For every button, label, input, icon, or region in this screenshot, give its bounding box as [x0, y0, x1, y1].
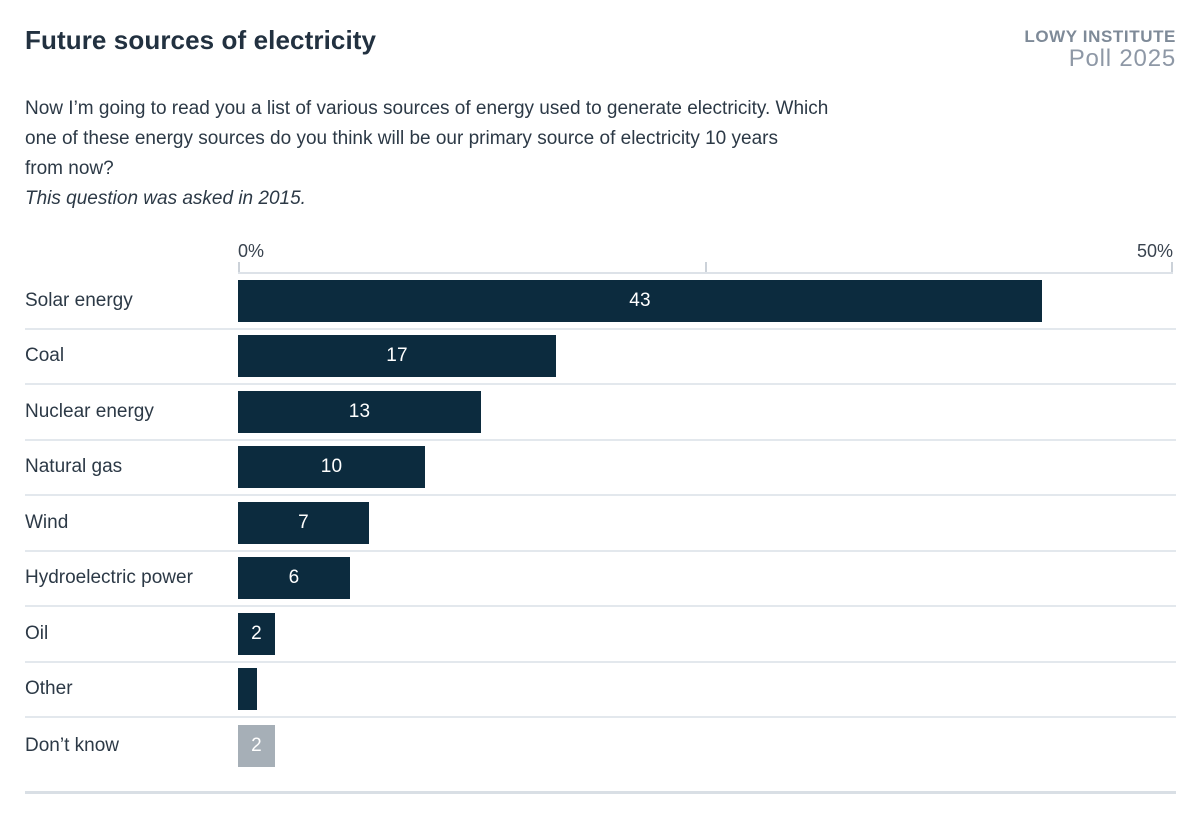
category-label: Other: [25, 678, 73, 700]
bar-wind[interactable]: 7: [238, 501, 369, 544]
lowy-institute-logo: LOWY INSTITUTE Poll 2025: [1024, 28, 1176, 71]
chart-row: Coal 17: [25, 330, 1176, 385]
bar-track: 13: [238, 385, 1176, 439]
bar-value-label: 6: [288, 567, 300, 589]
bar-value-label: 17: [386, 345, 408, 367]
question-note: This question was asked in 2015.: [25, 188, 306, 209]
question-line: one of these energy sources do you think…: [25, 128, 778, 149]
question-line: from now?: [25, 158, 114, 179]
chart-row: Hydroelectric power 6: [25, 552, 1176, 607]
category-label: Don’t know: [25, 734, 119, 756]
axis-label-0: 0%: [238, 241, 265, 261]
category-label: Nuclear energy: [25, 400, 154, 422]
axis-tick: [1171, 262, 1173, 272]
axis-label-50: 50%: [1136, 241, 1173, 261]
category-label: Coal: [25, 345, 65, 367]
brand-name: LOWY INSTITUTE: [1024, 27, 1176, 46]
bar-other[interactable]: [238, 668, 257, 711]
bar-track: 2: [238, 718, 1176, 774]
bar-value-label: 10: [320, 456, 343, 478]
chart-rows: Solar energy 43 Coal 17 Nuclear energy 13 Natu…: [25, 274, 1176, 774]
bar-value-label: 7: [298, 511, 309, 533]
bar-oil[interactable]: 2: [238, 612, 275, 655]
category-label: Hydroelectric power: [25, 567, 193, 589]
header: Future sources of electricity LOWY INSTI…: [25, 25, 1176, 71]
bar-value-label: 43: [629, 289, 651, 311]
bottom-rule: [25, 790, 1176, 794]
bar-natural-gas[interactable]: 10: [238, 446, 425, 489]
question-line: Now I’m going to read you a list of vari…: [25, 98, 829, 119]
category-label: Natural gas: [25, 456, 123, 478]
chart-row: Nuclear energy 13: [25, 385, 1176, 441]
category-label: Oil: [25, 622, 49, 644]
bar-track: 17: [238, 330, 1176, 384]
question-text: Now I’m going to read you a list of vari…: [25, 94, 1176, 214]
bar-track: 10: [238, 441, 1176, 495]
chart-row: Wind 7: [25, 496, 1176, 552]
chart-row: Don’t know 2: [25, 718, 1176, 774]
chart-row: Natural gas 10: [25, 441, 1176, 496]
bar-nuclear-energy[interactable]: 13: [238, 390, 481, 433]
bar-hydroelectric-power[interactable]: 6: [238, 557, 350, 600]
axis-tick: [704, 262, 707, 272]
bar-solar-energy[interactable]: 43: [238, 279, 1042, 322]
axis-line: [238, 262, 1173, 274]
bar-value-label: 2: [251, 622, 262, 644]
bar-track: 43: [238, 274, 1176, 328]
bar-track: [238, 663, 1176, 717]
page-title: Future sources of electricity: [25, 25, 377, 55]
chart-row: Solar energy 43: [25, 274, 1176, 330]
bar-value-label: 13: [348, 400, 371, 422]
axis-labels: 0% 50%: [238, 240, 1173, 262]
bar-track: 6: [238, 552, 1176, 606]
bar-track: 2: [238, 607, 1176, 661]
bar-value-label: 2: [251, 734, 262, 756]
bar-chart: 0% 50% Solar energy 43 Coal 17 Nuclear energ…: [25, 240, 1176, 794]
category-label: Solar energy: [25, 289, 133, 311]
category-label: Wind: [25, 511, 69, 533]
brand-poll-year: Poll 2025: [1068, 45, 1176, 72]
axis-tick: [238, 262, 240, 272]
bar-don-t-know[interactable]: 2: [238, 724, 275, 767]
chart-row: Oil 2: [25, 607, 1176, 663]
bar-track: 7: [238, 496, 1176, 550]
bar-coal[interactable]: 17: [238, 335, 556, 378]
chart-row: Other: [25, 663, 1176, 718]
